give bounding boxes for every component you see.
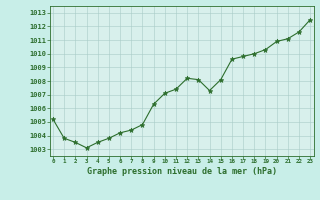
X-axis label: Graphe pression niveau de la mer (hPa): Graphe pression niveau de la mer (hPa) [87,167,276,176]
